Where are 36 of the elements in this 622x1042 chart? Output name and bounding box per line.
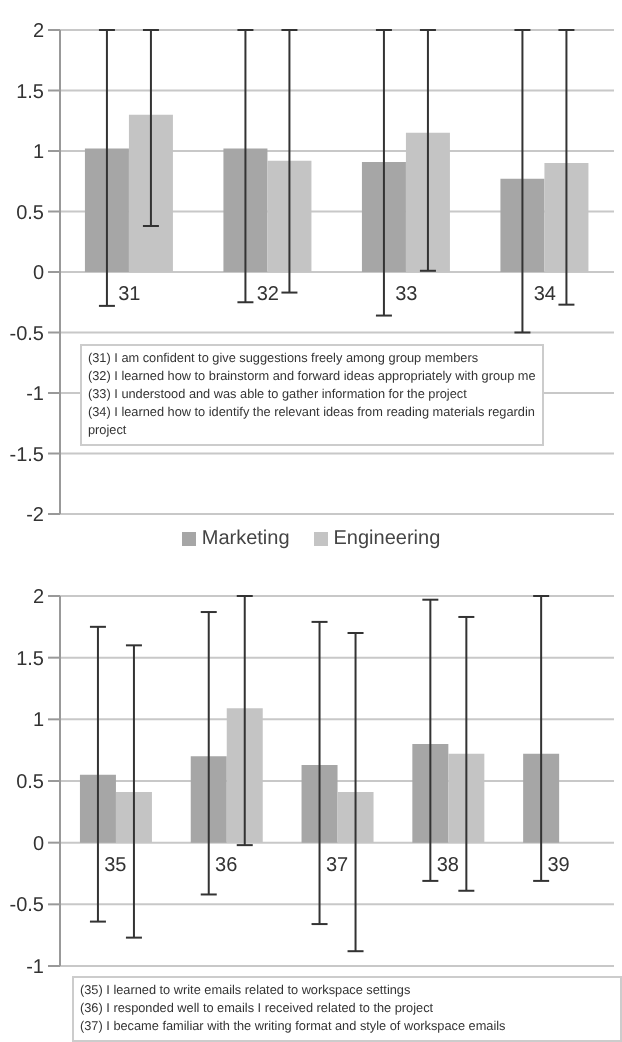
legend-label: Marketing <box>199 528 290 550</box>
x-tick-label: 33 <box>395 284 419 306</box>
bar <box>79 774 116 843</box>
x-tick-label: 32 <box>256 284 280 306</box>
bar <box>523 753 560 843</box>
y-tick-label: 1.5 <box>16 81 45 104</box>
y-tick-label: -2 <box>26 505 45 528</box>
legend-label: Engineering <box>331 528 441 550</box>
x-tick-label: 35 <box>104 854 128 877</box>
y-tick-label: 0 <box>32 263 45 286</box>
x-tick-label: 39 <box>547 854 571 877</box>
y-tick-label: 2 <box>32 21 45 44</box>
y-tick-label: 1.5 <box>16 648 45 671</box>
x-tick-label: 37 <box>325 854 349 877</box>
bar <box>84 148 129 272</box>
y-tick-label: -1 <box>26 384 45 407</box>
y-tick-label: -1 <box>26 957 45 980</box>
bar <box>361 161 406 272</box>
y-tick-label: 1 <box>32 710 45 733</box>
bar <box>500 178 545 272</box>
y-tick-label: -0.5 <box>9 895 45 918</box>
x-tick-label: 36 <box>215 854 239 877</box>
y-tick-label: 0 <box>32 833 45 856</box>
bar <box>412 744 449 843</box>
y-tick-label: 1 <box>32 142 45 165</box>
y-tick-label: 2 <box>32 587 45 610</box>
x-tick-label: 34 <box>533 284 557 306</box>
y-tick-label: -0.5 <box>9 323 45 346</box>
x-tick-label: 38 <box>436 854 460 877</box>
y-tick-label: -1.5 <box>9 444 45 467</box>
bar <box>301 764 338 843</box>
bar <box>190 756 227 843</box>
y-tick-label: 0.5 <box>16 772 45 795</box>
y-tick-label: 0.5 <box>16 202 45 225</box>
bar <box>223 148 268 272</box>
x-tick-label: 31 <box>118 284 142 306</box>
